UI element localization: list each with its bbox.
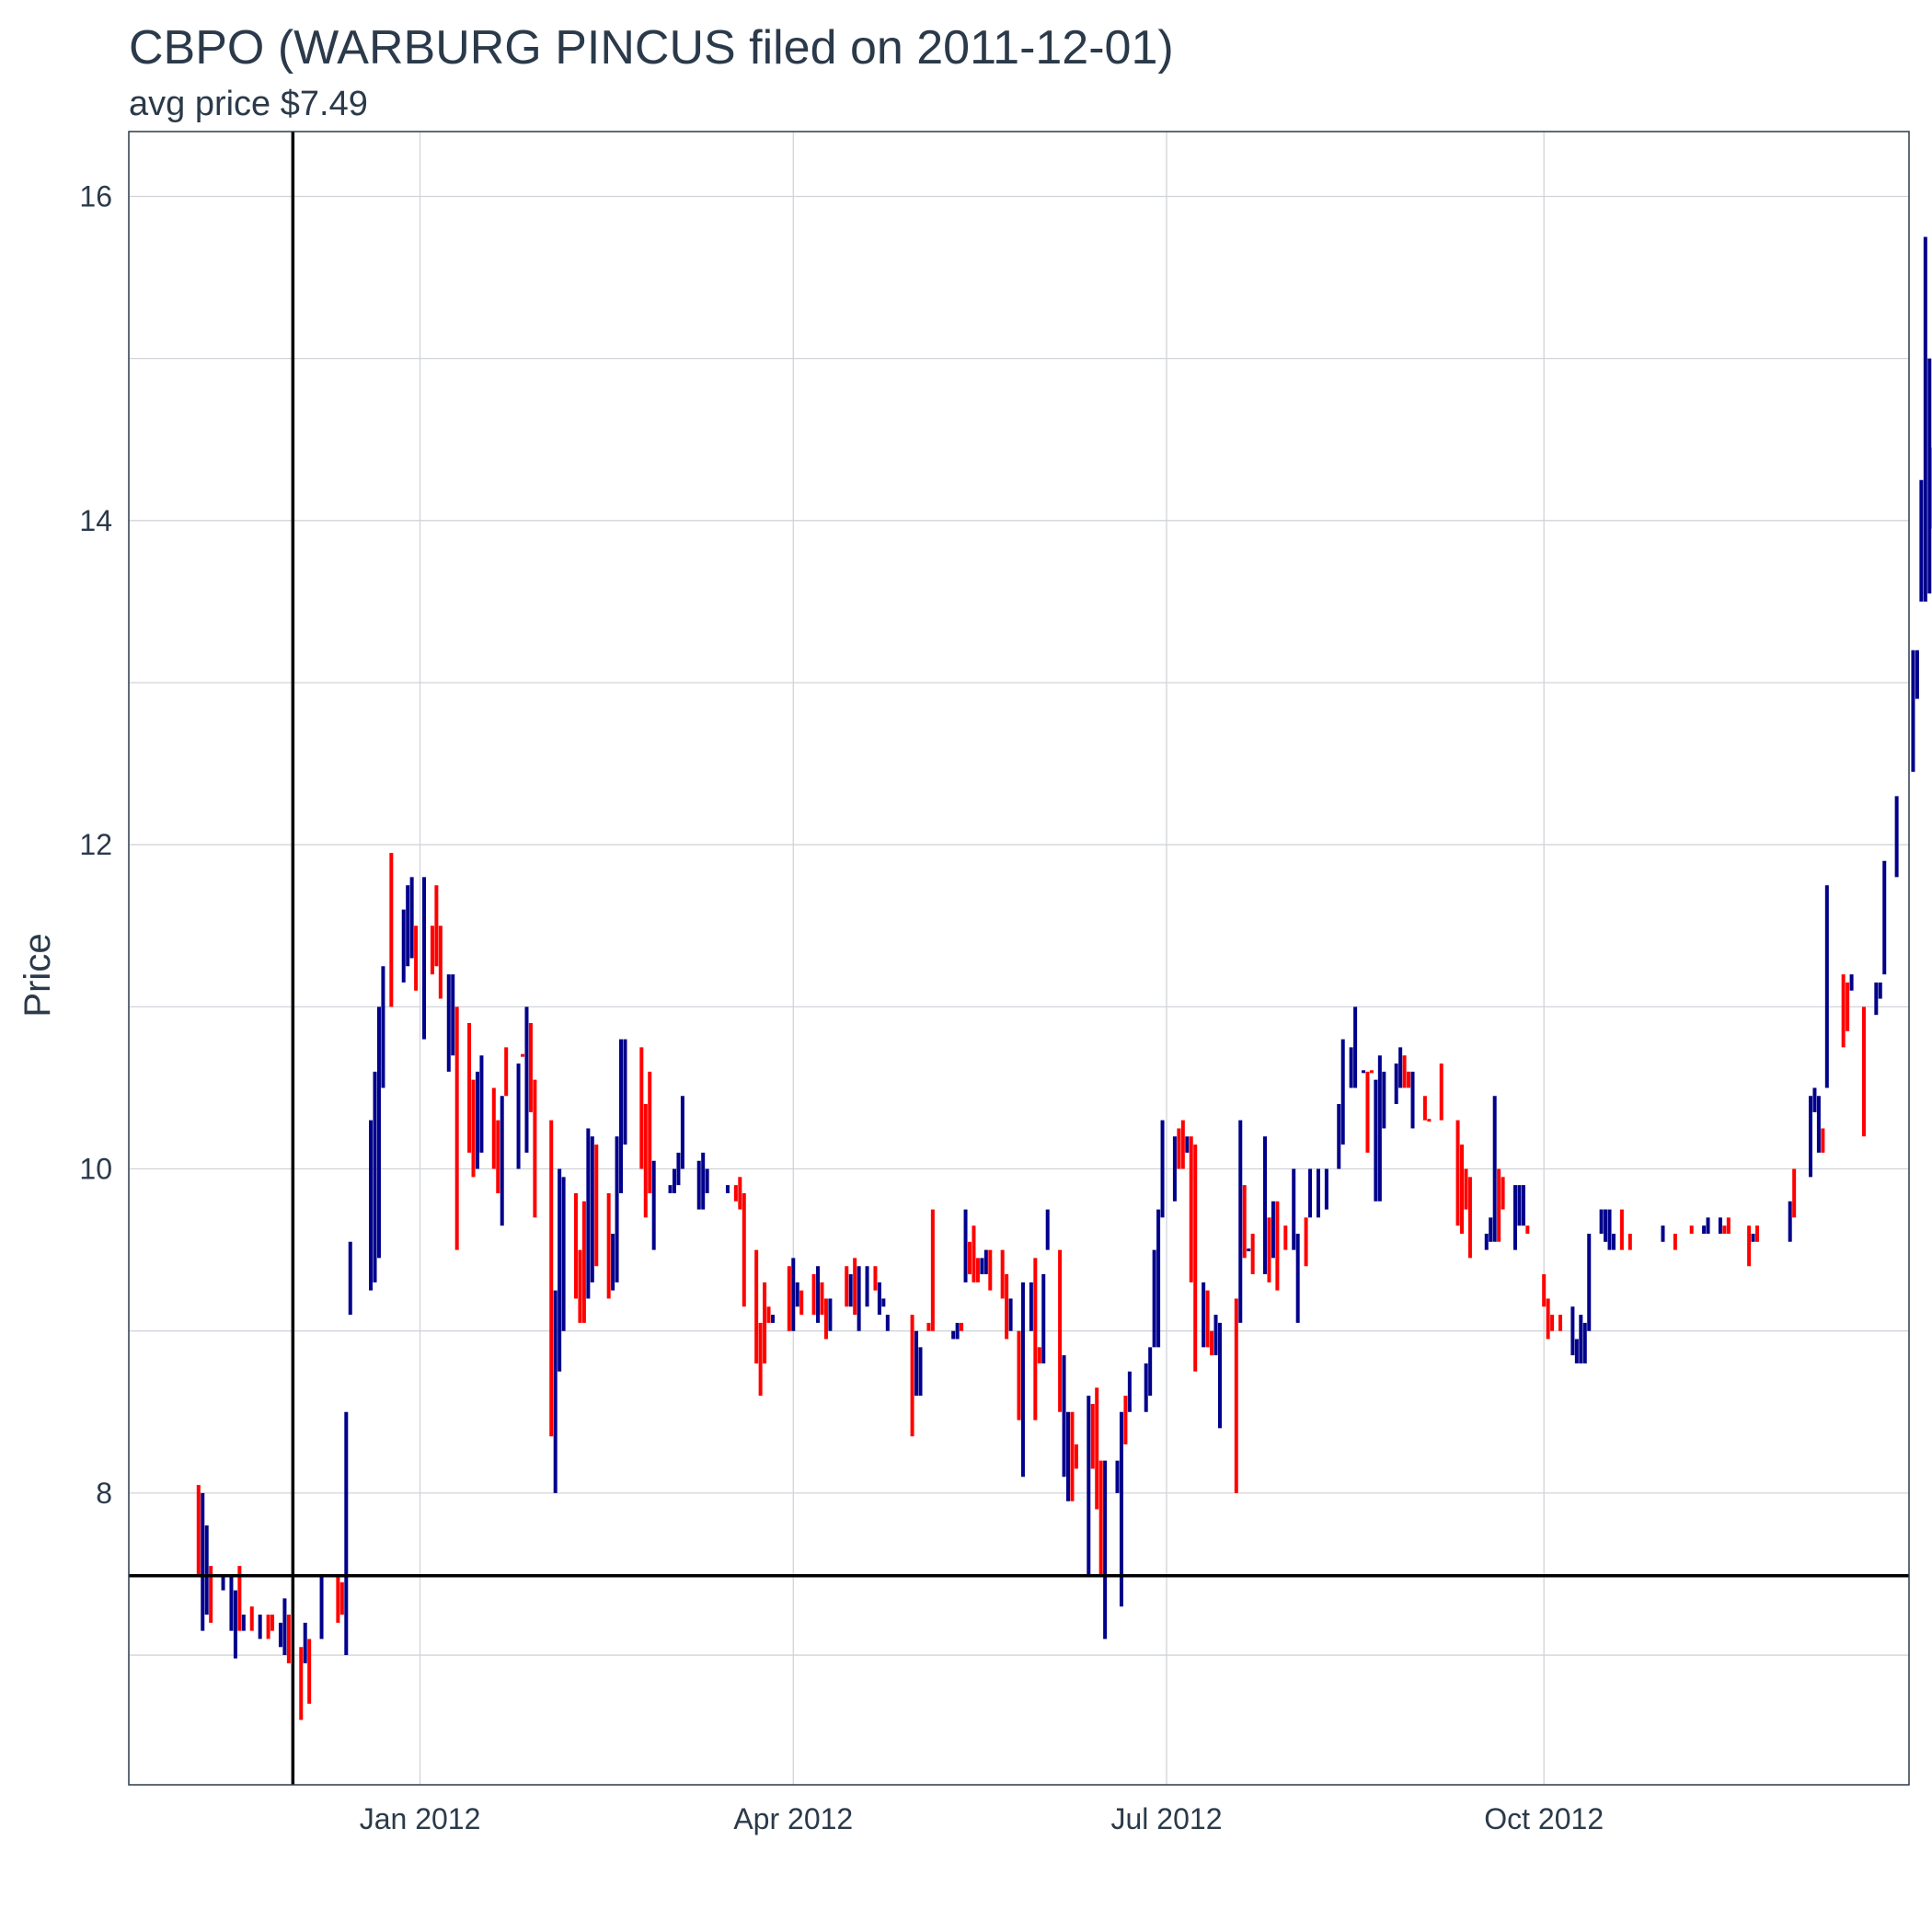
y-tick-label: 14 <box>79 504 112 537</box>
y-axis-ticks: 8 10 12 14 16 <box>79 179 112 1509</box>
x-tick-label: Apr 2012 <box>733 1802 853 1835</box>
y-tick-label: 10 <box>79 1153 112 1186</box>
y-tick-label: 12 <box>79 828 112 861</box>
grid <box>129 132 1909 1785</box>
y-tick-label: 8 <box>96 1477 112 1510</box>
x-axis-ticks: Jan 2012 Apr 2012 Jul 2012 Oct 2012 <box>360 1802 1604 1835</box>
y-axis-title: Price <box>17 933 58 1017</box>
x-tick-label: Oct 2012 <box>1484 1802 1604 1835</box>
x-tick-label: Jul 2012 <box>1111 1802 1223 1835</box>
ohlc-bars <box>196 236 1932 1720</box>
chart-title: CBPO (WARBURG PINCUS filed on 2011-12-01… <box>129 21 1174 75</box>
y-tick-label: 16 <box>79 179 112 213</box>
x-tick-label: Jan 2012 <box>360 1802 481 1835</box>
chart-subtitle: avg price $7.49 <box>129 85 368 123</box>
reference-lines <box>129 132 1909 1785</box>
plot-panel-border <box>128 131 1910 1786</box>
